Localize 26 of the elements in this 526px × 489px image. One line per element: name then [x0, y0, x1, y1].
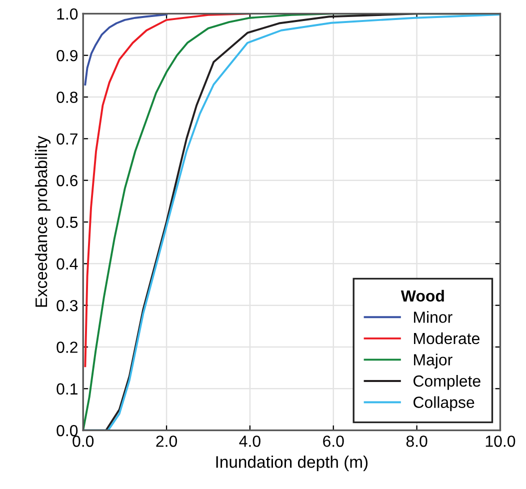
x-tick-label: 4.0 [239, 436, 260, 447]
y-tick-label: 0.8 [56, 92, 78, 103]
y-tick-label: 0.9 [56, 50, 78, 62]
y-tick-label: 0.3 [56, 300, 78, 312]
legend-label: Collapse [414, 396, 474, 412]
y-tick-label: 0.0 [56, 424, 78, 436]
x-tick-label: 0.0 [72, 436, 94, 447]
x-tick-label: 2.0 [156, 436, 178, 447]
y-tick-label: 0.1 [56, 383, 78, 395]
x-tick-label: 10.0 [486, 436, 516, 447]
x-tick-label: 8.0 [406, 436, 428, 447]
y-tick-label: 0.6 [56, 174, 78, 186]
y-axis-title: Exceedance probability [34, 136, 50, 307]
legend-label: Major [414, 354, 452, 369]
legend-label: Moderate [414, 332, 480, 344]
y-tick-label: 0.2 [56, 342, 78, 353]
legend-label: Complete [414, 374, 480, 390]
y-tick-label: 0.7 [56, 133, 78, 145]
y-tick-label: 1.0 [57, 8, 78, 20]
y-tick-label: 0.5 [56, 216, 78, 228]
legend-label: Minor [414, 311, 452, 323]
line-series [84, 14, 168, 86]
legend-title: Wood [400, 290, 444, 302]
x-tick-label: 6.0 [323, 436, 344, 447]
y-tick-label: 0.4 [56, 258, 78, 270]
x-axis-title: Inundation depth (m) [216, 456, 368, 472]
